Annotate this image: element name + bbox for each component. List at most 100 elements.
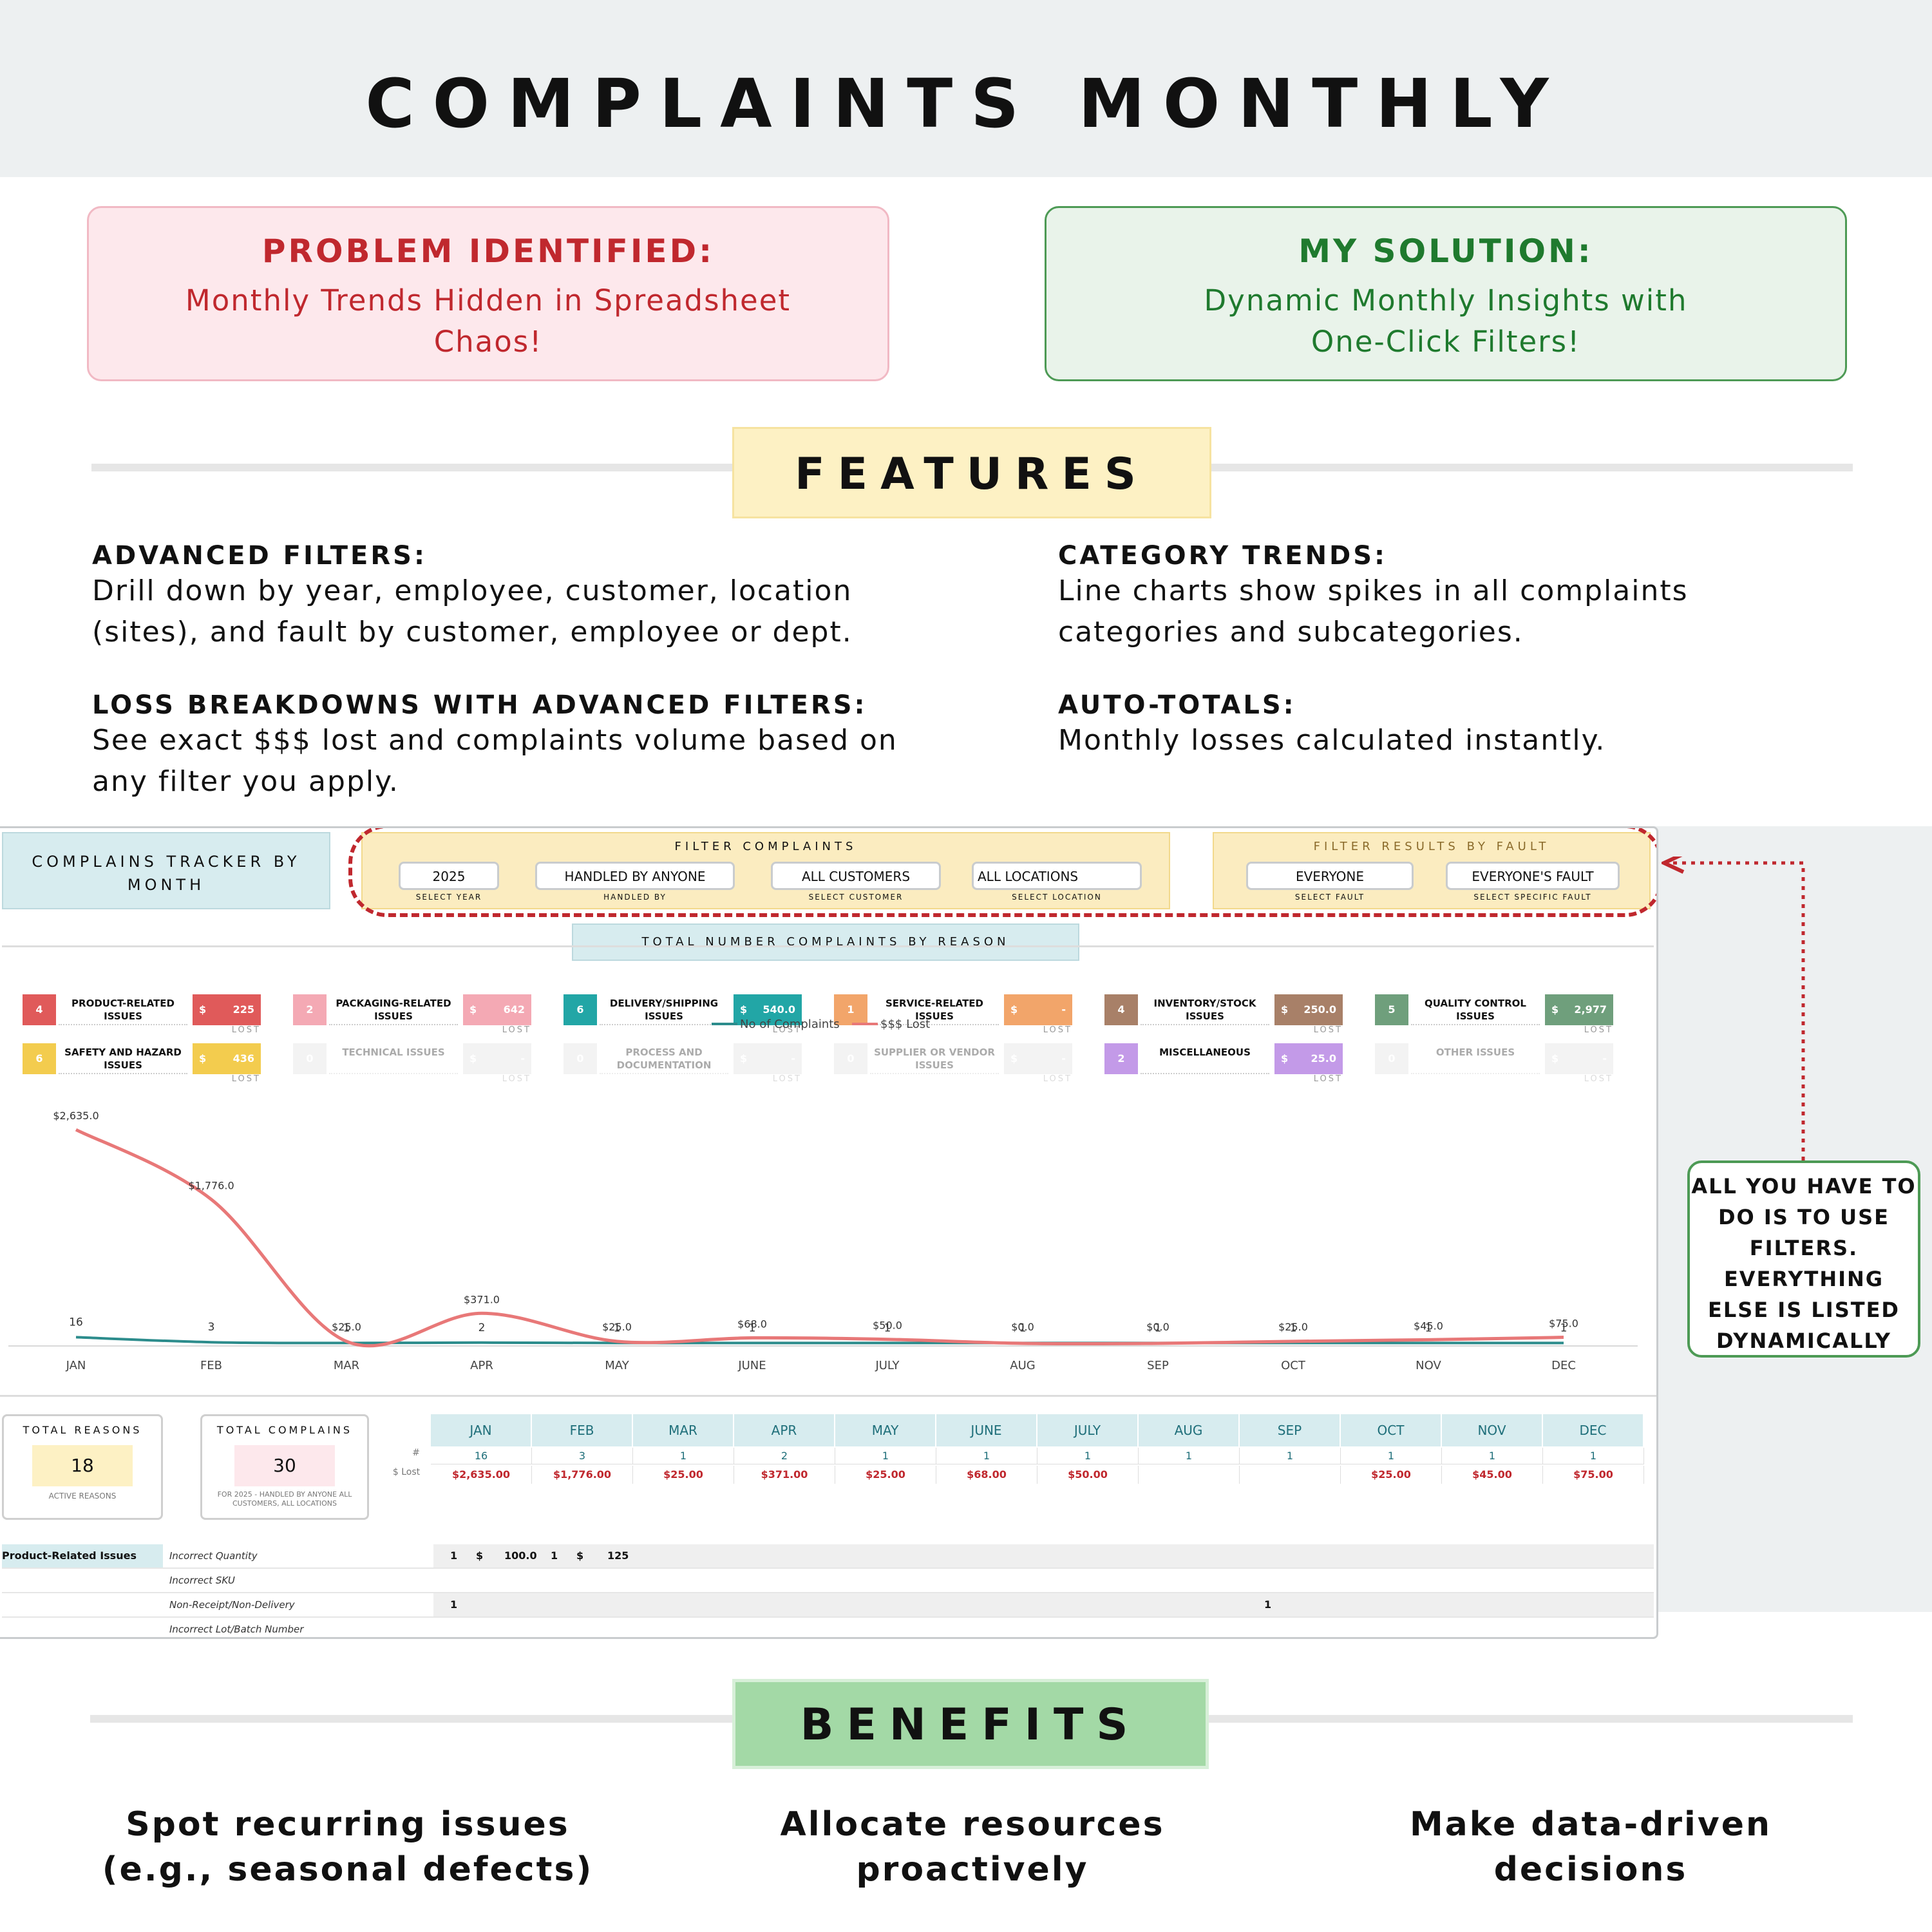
amount-value: 25.0	[1311, 1052, 1336, 1065]
reason-count: 0	[293, 1043, 327, 1074]
dollar-sign: $	[1010, 1052, 1018, 1065]
problem-heading: PROBLEM IDENTIFIED:	[261, 232, 715, 270]
total-complains-label: TOTAL COMPLAINS	[216, 1424, 353, 1436]
month-lost: $50.00	[1037, 1466, 1139, 1484]
reasons-title: TOTAL NUMBER COMPLAINTS BY REASON	[572, 923, 1079, 961]
detail-value: 1	[450, 1549, 458, 1562]
detail-value: $	[576, 1549, 584, 1562]
count-point-label: 1	[1560, 1321, 1567, 1334]
x-tick-label: OCT	[1281, 1359, 1306, 1372]
reason-name: INVENTORY/STOCK ISSUES	[1141, 994, 1269, 1025]
reason-name: SERVICE-RELATED ISSUES	[870, 994, 999, 1025]
page-title: COMPLAINTS MONTHLY	[365, 64, 1567, 143]
reason-amount: $ -	[1545, 1043, 1613, 1074]
month-lost	[1139, 1466, 1240, 1484]
fault-dropdown[interactable]: EVERYONE	[1246, 862, 1414, 890]
filter-title: FILTER COMPLAINTS	[674, 840, 857, 853]
x-tick-label: JUNE	[737, 1359, 766, 1372]
amount-value: -	[1061, 1003, 1066, 1016]
x-tick-label: MAY	[605, 1359, 629, 1372]
detail-value: 100.0	[504, 1549, 537, 1562]
detail-row-shade	[433, 1544, 1654, 1567]
dollar-sign: $	[740, 1003, 748, 1016]
lost-point-label: $45.0	[1414, 1320, 1443, 1332]
feature-auto-totals: AUTO-TOTALS: Monthly losses calculated i…	[1058, 690, 1850, 761]
series-line-lost	[75, 1128, 1564, 1348]
legend-lost: $$$ Lost	[880, 1018, 930, 1031]
x-tick-label: MAR	[334, 1359, 359, 1372]
reason-amount: $225	[193, 994, 261, 1025]
reason-grid: 4 PRODUCT-RELATED ISSUES $225 LOST 2 PACKAGIN…	[0, 828, 1656, 1637]
month-lost: $68.00	[936, 1466, 1037, 1484]
lost-label: LOST	[231, 1074, 261, 1084]
legend-complaints: No of Complaints	[740, 1018, 840, 1031]
month-header: JULY	[1037, 1414, 1139, 1446]
amount-value: -	[791, 1052, 795, 1065]
feature-body: Line charts show spikes in all complaint…	[1058, 574, 1689, 649]
month-header: JUNE	[936, 1414, 1037, 1446]
callout-arrow	[1662, 857, 1805, 1160]
reason-name: PROCESS AND DOCUMENTATION	[600, 1043, 728, 1074]
detail-row-shade	[433, 1593, 1654, 1616]
solution-card: MY SOLUTION: Dynamic Monthly Insights wi…	[1045, 206, 1847, 381]
customer-dropdown[interactable]: ALL CUSTOMERS	[771, 862, 941, 890]
reason-count: 2	[1104, 1043, 1138, 1074]
dollar-sign: $	[740, 1052, 748, 1065]
benefit-item: Spot recurring issues (e.g., seasonal de…	[102, 1805, 594, 1889]
reason-name: SAFETY AND HAZARD ISSUES	[59, 1043, 187, 1074]
year-label: SELECT YEAR	[415, 893, 482, 902]
total-reasons-label: TOTAL REASONS	[23, 1424, 142, 1436]
year-dropdown[interactable]: 2025	[399, 862, 499, 890]
reason-count: 6	[564, 994, 597, 1025]
detail-row	[2, 1567, 1654, 1569]
month-lost: $25.00	[633, 1466, 734, 1484]
feature-advanced-filters: ADVANCED FILTERS: Drill down by year, em…	[92, 541, 929, 653]
month-count: 1	[936, 1448, 1037, 1464]
dollar-sign: $	[199, 1052, 207, 1065]
solution-body: Dynamic Monthly Insights with One-Click …	[1204, 283, 1688, 359]
count-point-label: 1	[884, 1321, 891, 1334]
detail-value: 1	[450, 1598, 458, 1611]
location-dropdown[interactable]: ALL LOCATIONS	[972, 862, 1142, 890]
month-header: MAY	[835, 1414, 936, 1446]
reason-count: 4	[23, 994, 56, 1025]
amount-value: 250.0	[1303, 1003, 1336, 1016]
feature-loss-breakdowns: LOSS BREAKDOWNS WITH ADVANCED FILTERS: S…	[92, 690, 949, 802]
x-tick-label: AUG	[1010, 1359, 1035, 1372]
detail-category: Product-Related Issues	[2, 1544, 163, 1567]
month-header: AUG	[1139, 1414, 1240, 1446]
month-count: 1	[1442, 1448, 1543, 1464]
count-point-label: 1	[1290, 1321, 1297, 1334]
dollar-sign: $	[1551, 1052, 1559, 1065]
reason-amount: $2,977	[1545, 994, 1613, 1025]
features-title: FEATURES	[732, 427, 1211, 518]
customer-label: SELECT CUSTOMER	[808, 893, 904, 902]
month-lost: $1,776.00	[532, 1466, 633, 1484]
amount-value: 540.0	[762, 1003, 795, 1016]
month-header: APR	[734, 1414, 835, 1446]
month-lost: $45.00	[1442, 1466, 1543, 1484]
total-complains-sub: FOR 2025 - HANDLED BY ANYONE ALL CUSTOME…	[217, 1490, 352, 1508]
detail-subcategory: Non-Receipt/Non-Delivery	[169, 1599, 295, 1611]
month-lost: $2,635.00	[431, 1466, 532, 1484]
detail-value: $	[476, 1549, 484, 1562]
amount-value: 2,977	[1574, 1003, 1607, 1016]
reason-count: 0	[1375, 1043, 1408, 1074]
reason-count: 6	[23, 1043, 56, 1074]
fault-title: FILTER RESULTS BY FAULT	[1313, 840, 1550, 853]
lost-point-label: $371.0	[464, 1293, 500, 1305]
lost-label: LOST	[1043, 1074, 1072, 1084]
reason-amount: $250.0	[1274, 994, 1343, 1025]
specific-fault-dropdown[interactable]: EVERYONE'S FAULT	[1446, 862, 1620, 890]
amount-value: 642	[503, 1003, 525, 1016]
month-count: 1	[1240, 1448, 1341, 1464]
detail-table: Product-Related Issues Incorrect Quantity…	[0, 1544, 1656, 1637]
x-tick-label: SEP	[1147, 1359, 1169, 1372]
reason-tile: 2 MISCELLANEOUS $25.0 LOST	[1104, 1043, 1343, 1084]
feature-heading: CATEGORY TRENDS:	[1058, 541, 1388, 571]
handled-by-dropdown[interactable]: HANDLED BY ANYONE	[535, 862, 735, 890]
count-point-label: 3	[208, 1321, 215, 1334]
x-tick-label: FEB	[200, 1359, 222, 1372]
lost-point-label: $25.0	[332, 1321, 361, 1333]
month-count: 1	[1341, 1448, 1442, 1464]
